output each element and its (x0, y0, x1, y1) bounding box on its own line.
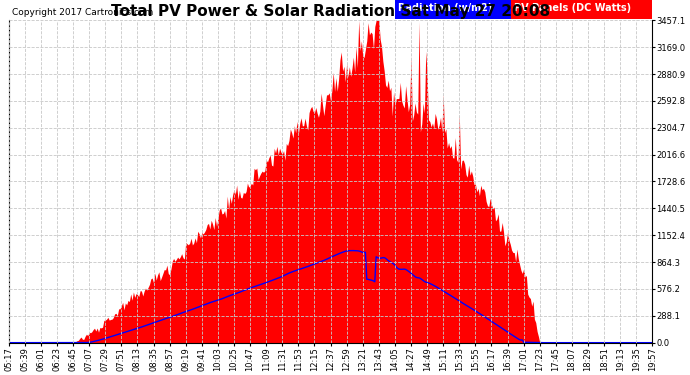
Bar (395, 0, 511, 19)
Text: Copyright 2017 Cartronics.com: Copyright 2017 Cartronics.com (12, 8, 153, 17)
Text: Radiation (w/m2): Radiation (w/m2) (398, 3, 493, 13)
Title: Total PV Power & Solar Radiation Sat May 27 20:08: Total PV Power & Solar Radiation Sat May… (111, 4, 550, 19)
Text: PV Panels (DC Watts): PV Panels (DC Watts) (514, 3, 631, 13)
Bar (511, 0, 653, 19)
